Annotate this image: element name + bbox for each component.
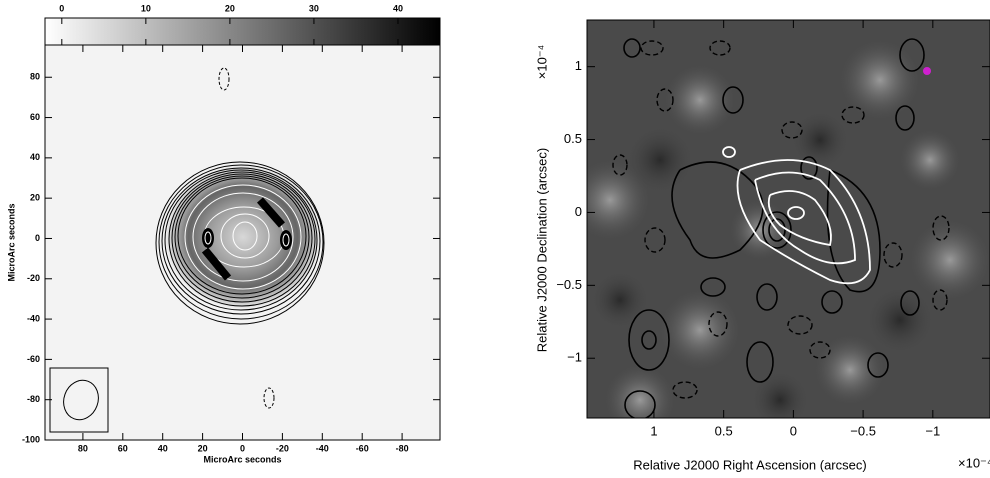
x-tick-label: -20 (276, 443, 289, 453)
x-tick-label: −0.5 (850, 423, 876, 438)
y-tick-label: 60 (30, 112, 40, 122)
y-tick-label: 40 (30, 152, 40, 162)
left-image (44, 44, 441, 441)
y-tick-label: -20 (27, 273, 40, 283)
colorbar-tick-label: 40 (393, 3, 403, 13)
right-image (587, 20, 990, 418)
y-tick-label: -40 (27, 313, 40, 323)
x-tick-label: -80 (396, 443, 409, 453)
x-tick-label: 1 (650, 423, 657, 438)
x-tick-label: 80 (78, 443, 88, 453)
colorbar-tick-label: 30 (309, 3, 319, 13)
x-tick-label: -40 (316, 443, 329, 453)
colorbar-tick-label: 0 (59, 3, 64, 13)
x-tick-label: −1 (925, 423, 940, 438)
y-tick-label: -100 (22, 434, 40, 444)
y-tick-label: 0.5 (564, 131, 582, 146)
colorbar-tick-label: 20 (225, 3, 235, 13)
x-tick-label: -60 (356, 443, 369, 453)
x-axis-label: MicroArc seconds (203, 454, 281, 464)
y-tick-label: −1 (567, 350, 582, 365)
x-scale: ×10⁻⁴ (958, 455, 990, 470)
x-tick-label: 60 (118, 443, 128, 453)
x-tick-label: 20 (198, 443, 208, 453)
colorbar (44, 17, 441, 46)
x-tick-label: 40 (158, 443, 168, 453)
y-tick-label: -80 (27, 394, 40, 404)
x-tick-label: 0 (240, 443, 245, 453)
y-tick-label: −0.5 (556, 277, 582, 292)
colorbar-tick-label: 10 (141, 3, 151, 13)
x-axis-label: Relative J2000 Right Ascension (arcsec) (633, 457, 866, 472)
y-axis-label: MicroArc seconds (6, 203, 16, 281)
x-tick-label: 0 (790, 423, 797, 438)
y-scale: ×10⁻⁴ (534, 45, 549, 80)
y-axis-label: Relative J2000 Declination (arcsec) (534, 148, 549, 352)
right-frame (586, 19, 990, 419)
y-tick-label: 0 (35, 233, 40, 243)
y-tick-label: 80 (30, 72, 40, 82)
x-tick-label: 0.5 (715, 423, 733, 438)
y-tick-label: 20 (30, 193, 40, 203)
y-tick-label: -60 (27, 354, 40, 364)
y-tick-label: 0 (575, 204, 582, 219)
y-tick-label: 1 (575, 58, 582, 73)
